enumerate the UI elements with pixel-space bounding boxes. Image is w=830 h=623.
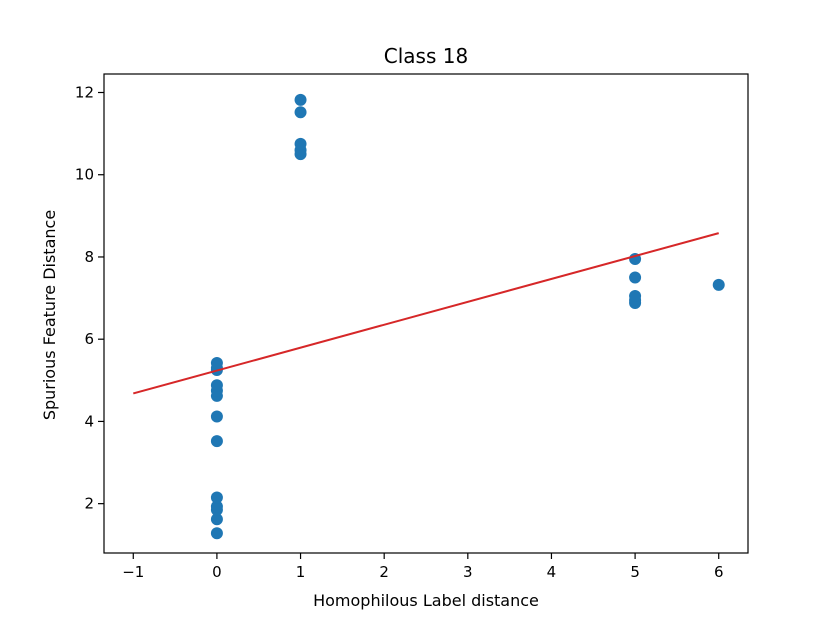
- x-tick-label: 0: [212, 563, 222, 581]
- y-tick-label: 4: [84, 412, 94, 430]
- trend-line: [133, 232, 719, 395]
- x-tick-label: 5: [630, 563, 640, 581]
- scatter-point: [210, 513, 223, 526]
- x-tick-label: 6: [714, 563, 724, 581]
- y-tick-label: 12: [75, 84, 94, 102]
- scatter-point: [294, 137, 307, 150]
- x-axis-label: Homophilous Label distance: [313, 591, 539, 610]
- x-tick-label: 2: [379, 563, 389, 581]
- x-tick-label: 3: [463, 563, 473, 581]
- scatter-point: [629, 271, 642, 284]
- y-tick-label: 6: [84, 330, 94, 348]
- scatter-point: [210, 491, 223, 504]
- scatter-point: [210, 527, 223, 540]
- scatter-point: [294, 93, 307, 106]
- chart-title: Class 18: [384, 44, 468, 68]
- plot-frame: [103, 73, 749, 554]
- scatter-point: [712, 278, 725, 291]
- scatter-point: [210, 379, 223, 392]
- y-tick-label: 8: [84, 248, 94, 266]
- plot-marks: [133, 93, 725, 540]
- x-axis-ticks: −1 0 1 2 3 4 5 6: [122, 553, 724, 581]
- y-axis-label: Spurious Feature Distance: [40, 210, 59, 420]
- y-tick-label: 10: [75, 166, 94, 184]
- scatter-point: [294, 106, 307, 119]
- scatter-point: [210, 435, 223, 448]
- scatter-point: [210, 500, 223, 513]
- y-tick-label: 2: [84, 495, 94, 513]
- x-tick-label: 1: [296, 563, 306, 581]
- scatter-point: [210, 357, 223, 370]
- y-axis-ticks: 2 4 6 8 10 12: [75, 84, 104, 513]
- x-tick-label: −1: [122, 563, 144, 581]
- scatter-point: [210, 410, 223, 423]
- scatter-point: [629, 290, 642, 303]
- x-tick-label: 4: [547, 563, 557, 581]
